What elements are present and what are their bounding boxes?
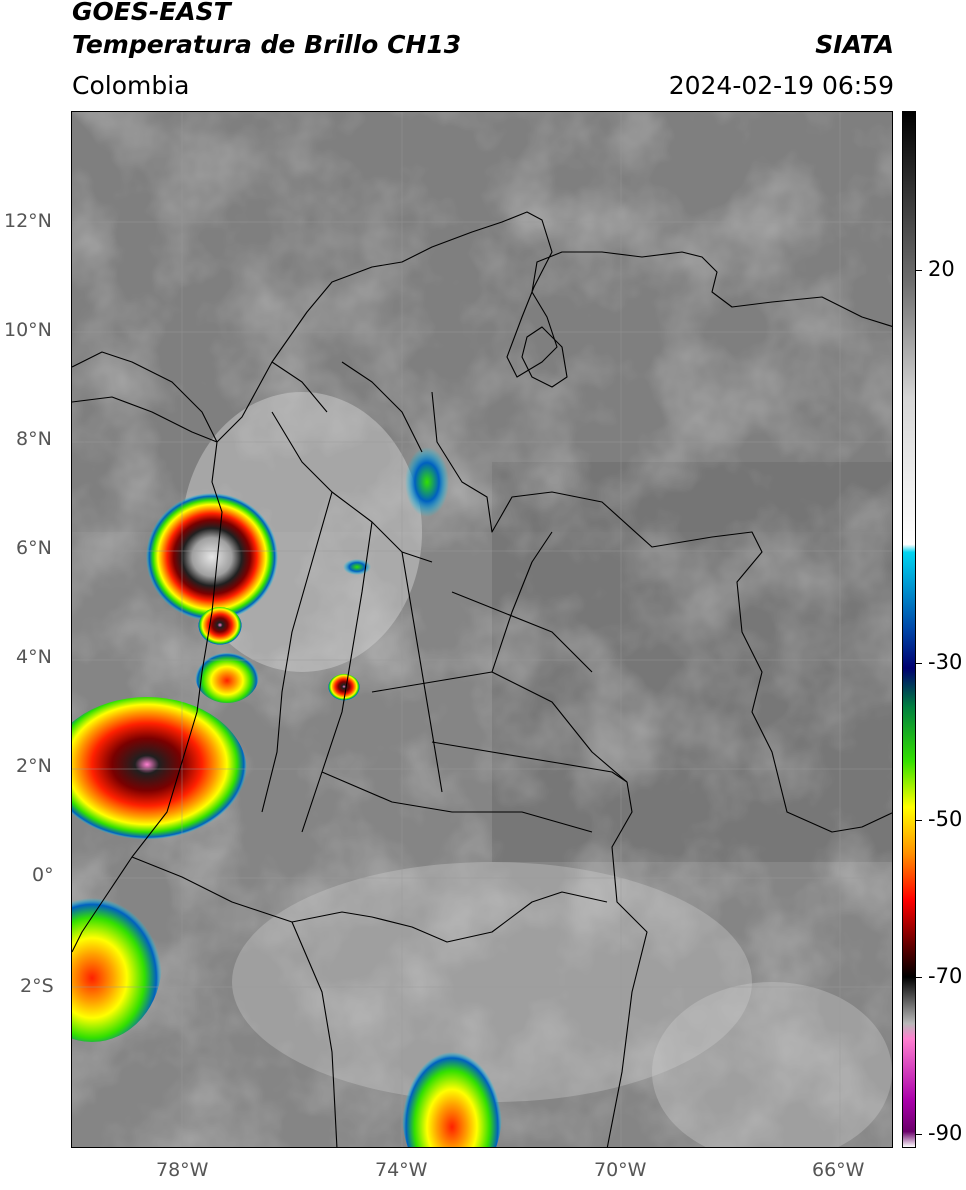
colorbar-tick-20 bbox=[916, 270, 922, 271]
lon-label-78w: 78°W bbox=[156, 1159, 209, 1181]
satellite-map bbox=[71, 111, 893, 1148]
lat-label-2s: 2°S bbox=[20, 975, 54, 997]
colorbar-label-20: 20 bbox=[928, 257, 955, 281]
lon-label-66w: 66°W bbox=[812, 1159, 865, 1181]
colorbar-label-minus50: -50 bbox=[928, 807, 963, 831]
lat-label-6n: 6°N bbox=[16, 537, 52, 559]
product-title: Temperatura de Brillo CH13 bbox=[72, 30, 462, 59]
lat-label-8n: 8°N bbox=[16, 428, 52, 450]
colorbar-tick-minus70 bbox=[916, 977, 922, 978]
lon-label-70w: 70°W bbox=[594, 1159, 647, 1181]
lat-label-10n: 10°N bbox=[4, 319, 52, 341]
colorbar-tick-minus90 bbox=[916, 1134, 922, 1135]
temperature-colorbar bbox=[902, 111, 916, 1148]
colorbar-tick-minus50 bbox=[916, 820, 922, 821]
lat-label-12n: 12°N bbox=[4, 210, 52, 232]
region-label: Colombia bbox=[72, 71, 190, 100]
datetime-label: 2024-02-19 06:59 bbox=[668, 71, 894, 100]
satellite-title: GOES-EAST bbox=[72, 0, 231, 26]
satellite-image bbox=[72, 112, 892, 1147]
organization-label: SIATA bbox=[815, 30, 894, 59]
lat-label-2n: 2°N bbox=[16, 755, 52, 777]
lat-label-0: 0° bbox=[32, 864, 54, 886]
lon-label-74w: 74°W bbox=[375, 1159, 428, 1181]
colorbar-tick-minus30 bbox=[916, 663, 922, 664]
colorbar-label-minus70: -70 bbox=[928, 964, 963, 988]
colorbar-label-minus30: -30 bbox=[928, 650, 963, 674]
colorbar-label-minus90: -90 bbox=[928, 1121, 963, 1145]
lat-label-4n: 4°N bbox=[16, 646, 52, 668]
